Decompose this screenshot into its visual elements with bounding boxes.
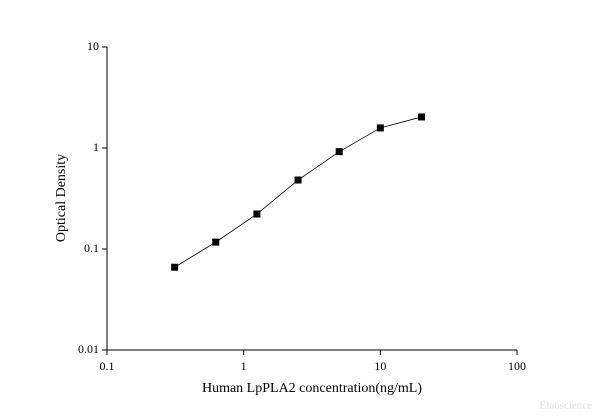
x-tick-label: 100 [508,359,526,373]
x-tick-label: 10 [374,359,386,373]
y-tick-label: 0.01 [78,342,99,356]
y-axis-label: Optical Density [54,154,69,242]
data-point [212,238,220,246]
series-line [174,116,422,268]
data-point [171,263,179,271]
x-tick-label: 0.1 [100,359,115,373]
x-axis-label: Human LpPLA2 concentration(ng/mL) [202,381,422,396]
data-point [417,113,425,121]
y-tick-label: 1 [93,140,99,154]
data-point [294,176,302,184]
y-tick-label: 10 [87,39,99,53]
watermark: Elabscience [539,400,592,412]
y-tick-label: 0.1 [84,241,99,255]
x-tick-label: 1 [241,359,247,373]
data-point [335,148,343,156]
data-point [376,124,384,132]
data-point [253,210,261,218]
